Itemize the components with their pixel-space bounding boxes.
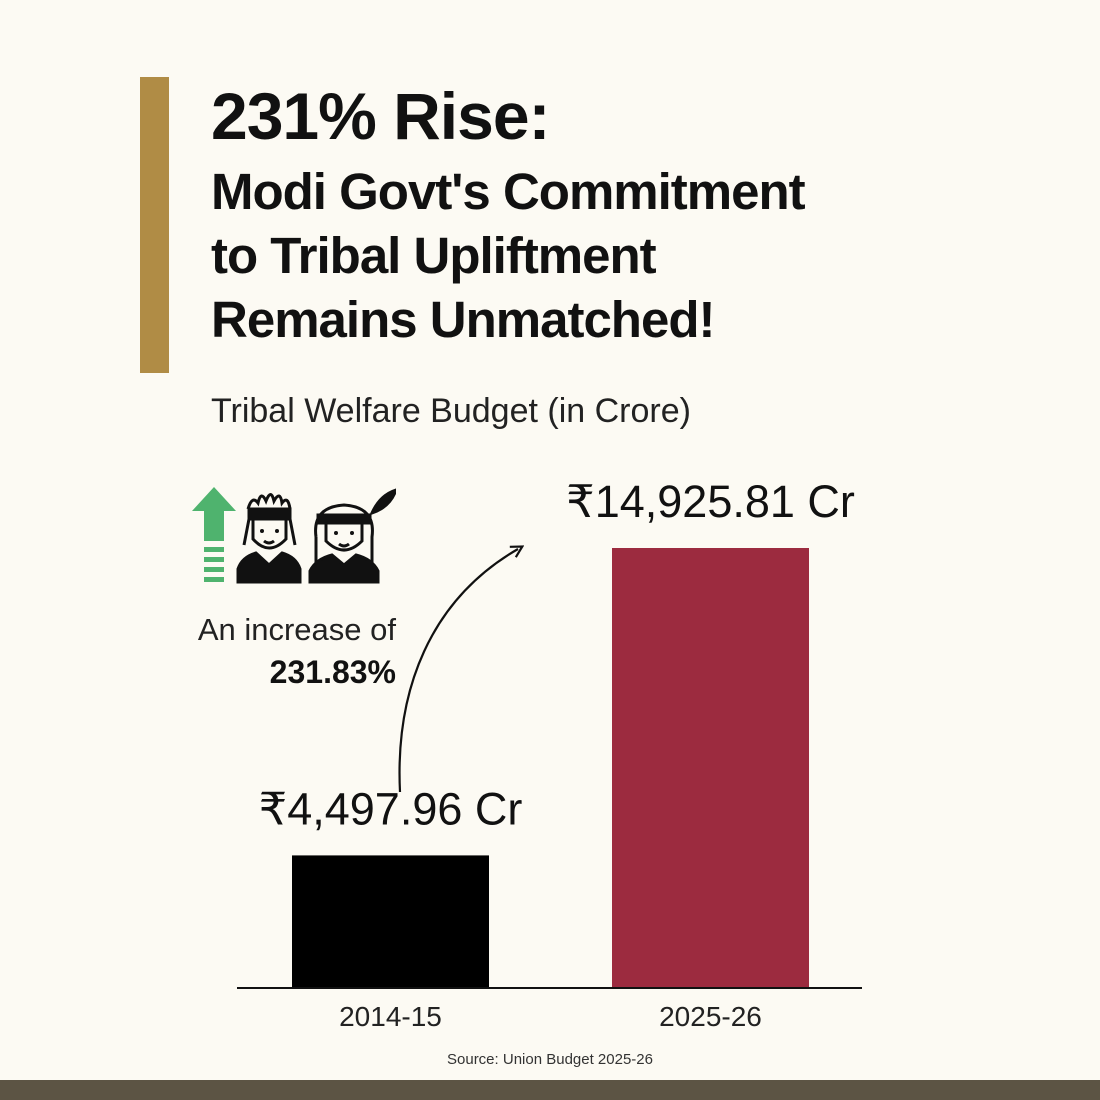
tribal-icons-group [186, 485, 399, 587]
tribal-woman-icon [308, 487, 399, 584]
up-arrow-icon [192, 487, 236, 582]
footer-band [0, 1080, 1100, 1100]
headline-line-3: Remains Unmatched! [211, 291, 715, 348]
increase-value: 231.83% [269, 654, 396, 690]
headline-main: 231% Rise: [211, 79, 551, 153]
headline-line-2: to Tribal Upliftment [211, 227, 657, 284]
tribal-man-icon [236, 493, 302, 584]
growth-curve-arrow [398, 549, 518, 793]
bar-value-label-2014-15: ₹4,497.96 Cr [259, 783, 523, 834]
bar-2025-26 [612, 548, 809, 988]
increase-callout: An increase of 231.83% [198, 610, 396, 694]
headline-sub: Modi Govt's Commitment to Tribal Upliftm… [211, 160, 806, 352]
chart-subtitle: Tribal Welfare Budget (in Crore) [211, 392, 691, 430]
x-tick-label-2025-26: 2025-26 [659, 1001, 762, 1032]
bar-value-label-2025-26: ₹14,925.81 Cr [566, 476, 855, 527]
increase-label: An increase of [197, 612, 396, 647]
x-tick-label-2014-15: 2014-15 [339, 1001, 442, 1032]
headline-accent-bar [140, 77, 169, 373]
headline-line-1: Modi Govt's Commitment [211, 163, 806, 220]
headline: 231% Rise: Modi Govt's Commitment to Tri… [211, 78, 806, 352]
bar-2014-15 [292, 855, 489, 988]
source-note: Source: Union Budget 2025-26 [447, 1051, 653, 1068]
